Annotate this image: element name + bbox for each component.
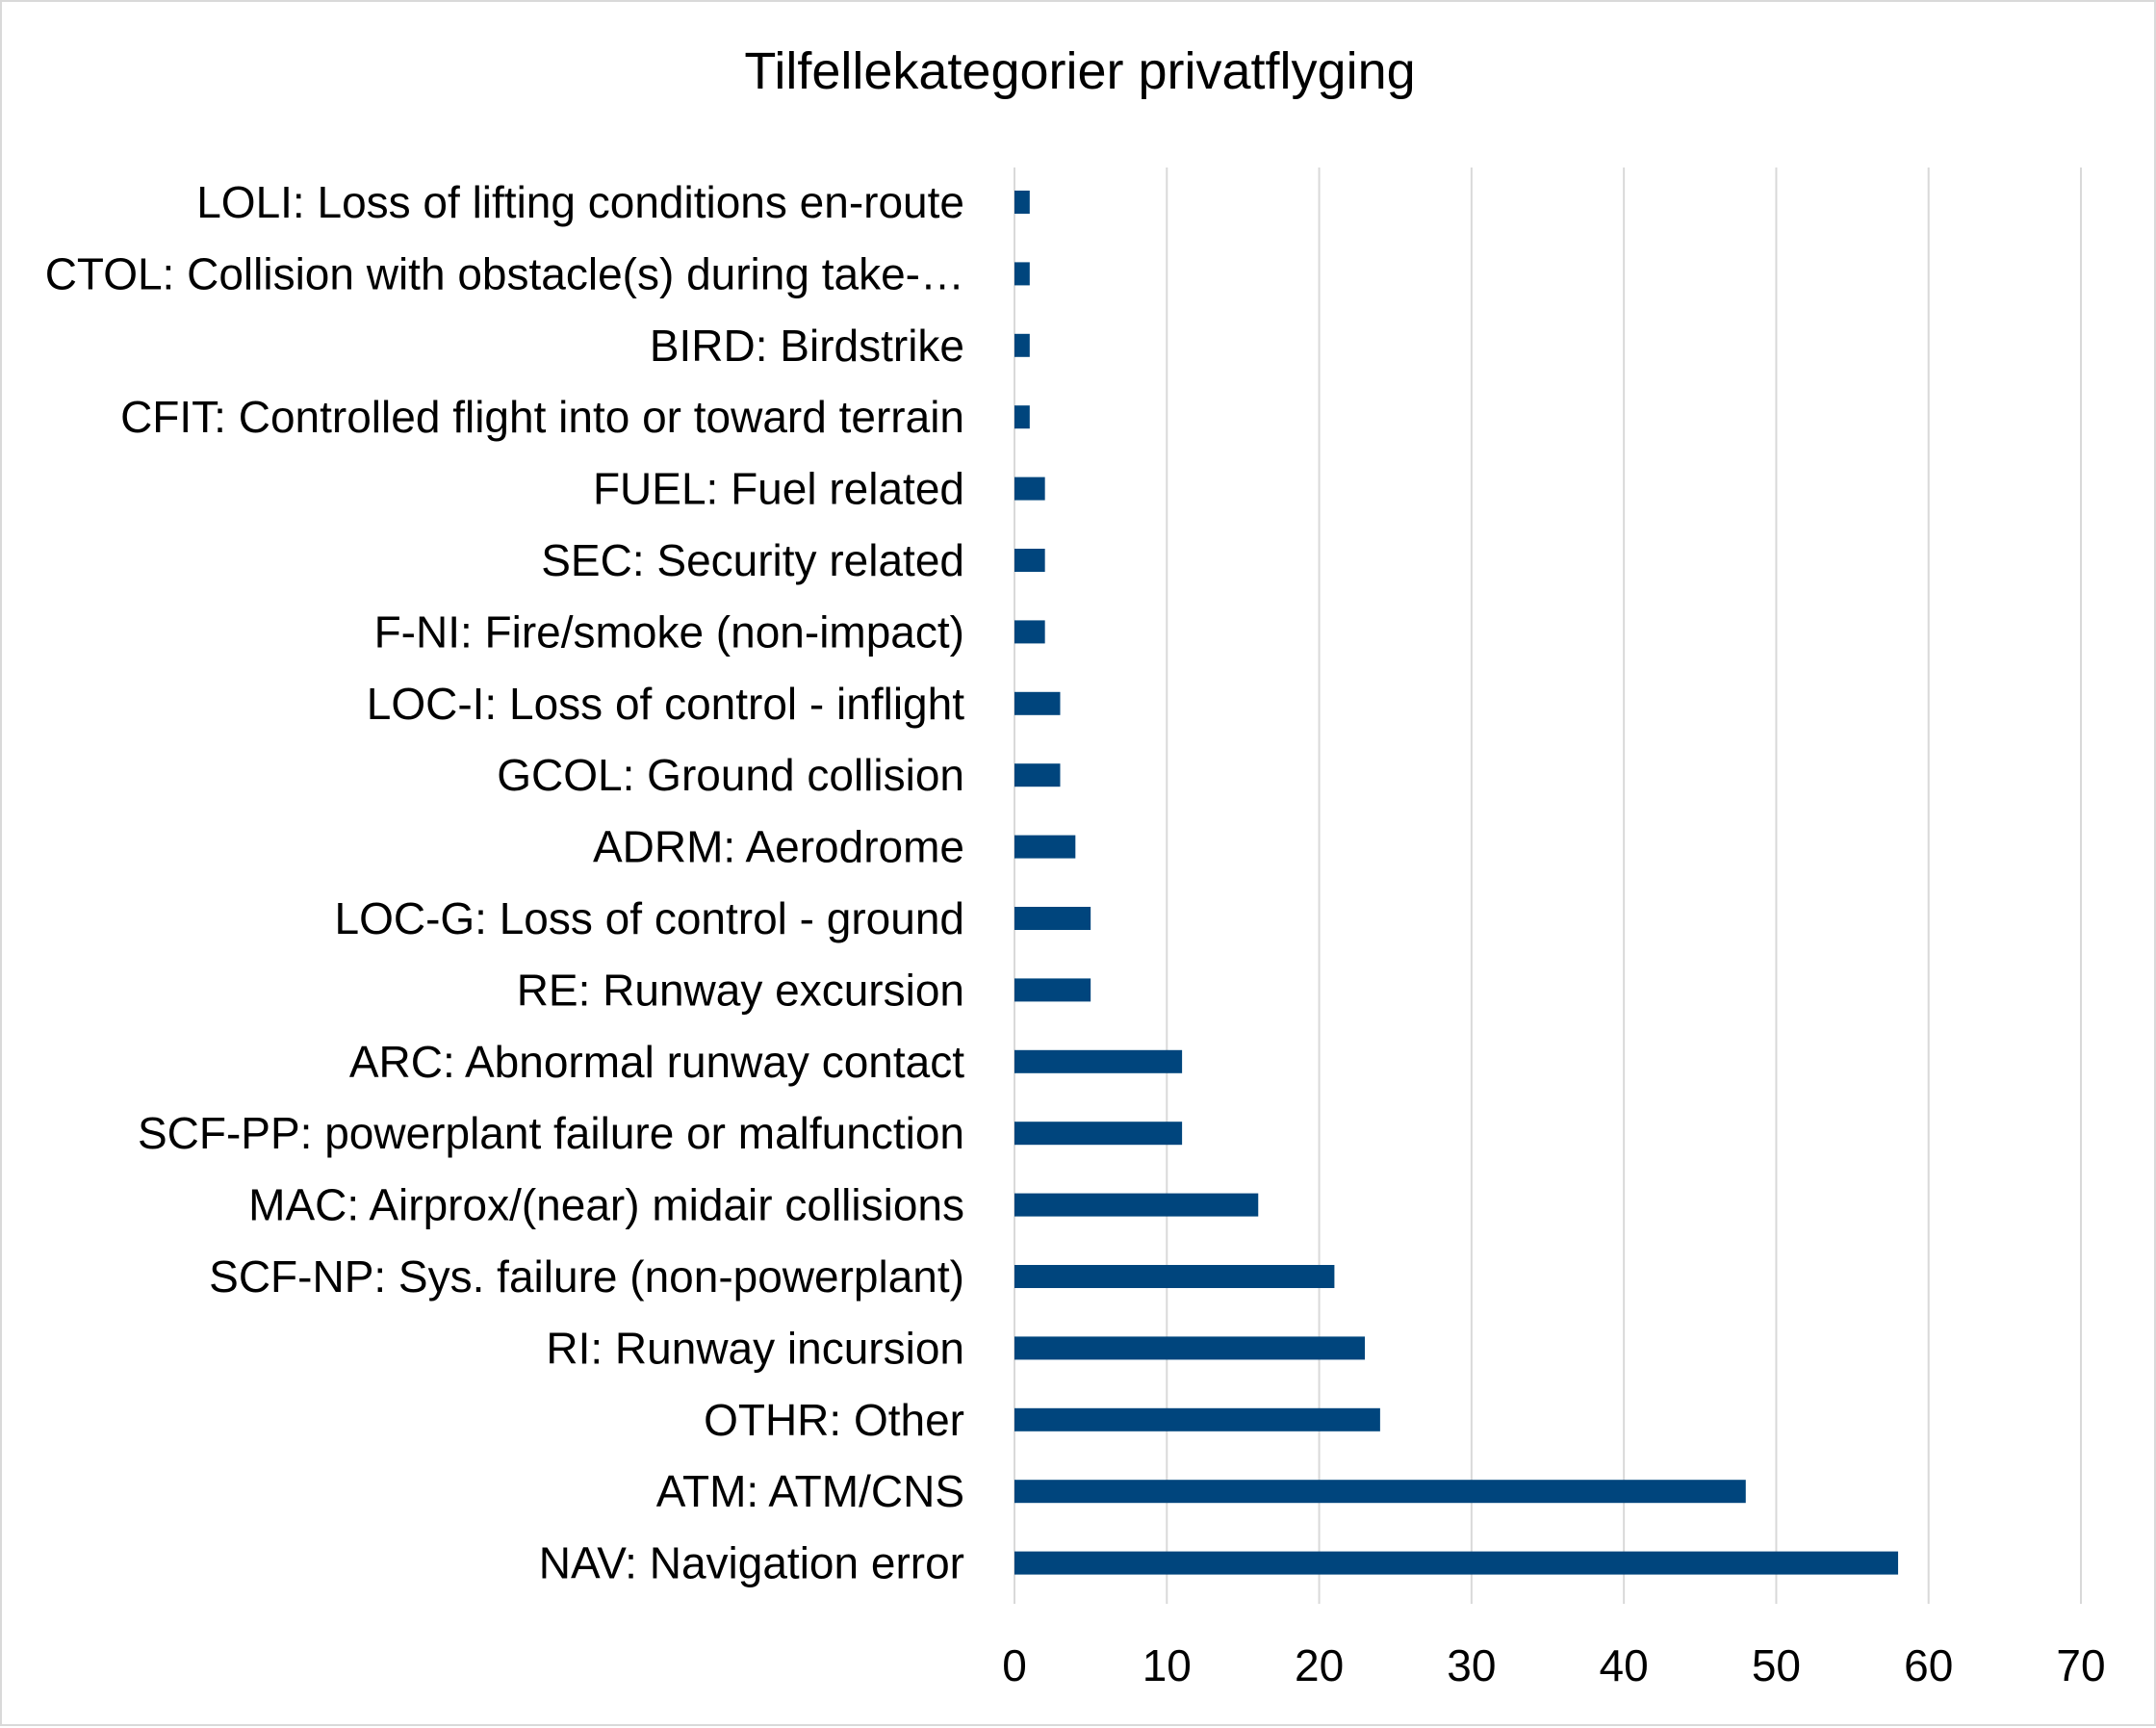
bar-3 — [1014, 405, 1030, 429]
bar-17 — [1014, 1407, 1380, 1431]
bar-14 — [1014, 1193, 1259, 1217]
category-label-1: CTOL: Collision with obstacle(s) during … — [45, 248, 964, 298]
category-label-7: LOC-I: Loss of control - inflight — [367, 679, 964, 729]
category-label-9: ADRM: Aerodrome — [593, 822, 964, 872]
x-axis-ticks: 0 10 20 30 40 50 60 70 — [1002, 1640, 2105, 1690]
bar-4 — [1014, 477, 1045, 501]
category-label-16: RI: Runway incursion — [546, 1323, 964, 1373]
category-labels: LOLI: Loss of lifting conditions en-rout… — [45, 177, 965, 1588]
x-tick-label-20: 20 — [1295, 1640, 1344, 1690]
category-label-14: MAC: Airprox/(near) midair collisions — [248, 1180, 964, 1230]
bar-2 — [1014, 333, 1030, 357]
bar-13 — [1014, 1122, 1183, 1146]
bar-1 — [1014, 262, 1030, 286]
bar-10 — [1014, 907, 1091, 930]
category-label-3: CFIT: Controlled flight into or toward t… — [120, 392, 964, 442]
category-label-8: GCOL: Ground collision — [497, 750, 964, 800]
gridlines — [1014, 168, 2082, 1604]
bar-16 — [1014, 1336, 1366, 1360]
category-label-11: RE: Runway excursion — [517, 965, 964, 1015]
bar-11 — [1014, 978, 1091, 1002]
category-label-18: ATM: ATM/CNS — [656, 1466, 964, 1516]
category-label-0: LOLI: Loss of lifting conditions en-rout… — [196, 177, 964, 227]
chart-title: Tilfellekategorier privatflyging — [744, 42, 1415, 100]
category-label-5: SEC: Security related — [541, 535, 964, 585]
category-label-13: SCF-PP: powerplant failure or malfunctio… — [138, 1108, 964, 1158]
category-label-15: SCF-NP: Sys. failure (non-powerplant) — [209, 1251, 964, 1302]
x-tick-label-0: 0 — [1002, 1640, 1027, 1690]
bar-12 — [1014, 1049, 1183, 1073]
bar-19 — [1014, 1551, 1899, 1575]
bar-18 — [1014, 1480, 1746, 1504]
bar-6 — [1014, 620, 1045, 644]
bar-0 — [1014, 191, 1030, 214]
x-tick-label-30: 30 — [1447, 1640, 1496, 1690]
bar-5 — [1014, 549, 1045, 572]
x-tick-label-50: 50 — [1752, 1640, 1801, 1690]
x-tick-label-40: 40 — [1600, 1640, 1649, 1690]
category-label-19: NAV: Navigation error — [539, 1538, 964, 1588]
x-tick-label-70: 70 — [2056, 1640, 2105, 1690]
bar-8 — [1014, 763, 1061, 787]
bar-15 — [1014, 1265, 1335, 1288]
x-tick-label-10: 10 — [1142, 1640, 1192, 1690]
x-tick-label-60: 60 — [1904, 1640, 1953, 1690]
bar-9 — [1014, 835, 1076, 859]
bar-7 — [1014, 691, 1061, 715]
bars — [1014, 191, 1899, 1575]
category-label-10: LOC-G: Loss of control - ground — [334, 893, 964, 943]
category-label-17: OTHR: Other — [704, 1395, 964, 1445]
category-label-12: ARC: Abnormal runway contact — [349, 1037, 964, 1087]
category-label-4: FUEL: Fuel related — [593, 464, 964, 514]
category-label-2: BIRD: Birdstrike — [650, 321, 964, 371]
category-label-6: F-NI: Fire/smoke (non-impact) — [374, 606, 964, 657]
